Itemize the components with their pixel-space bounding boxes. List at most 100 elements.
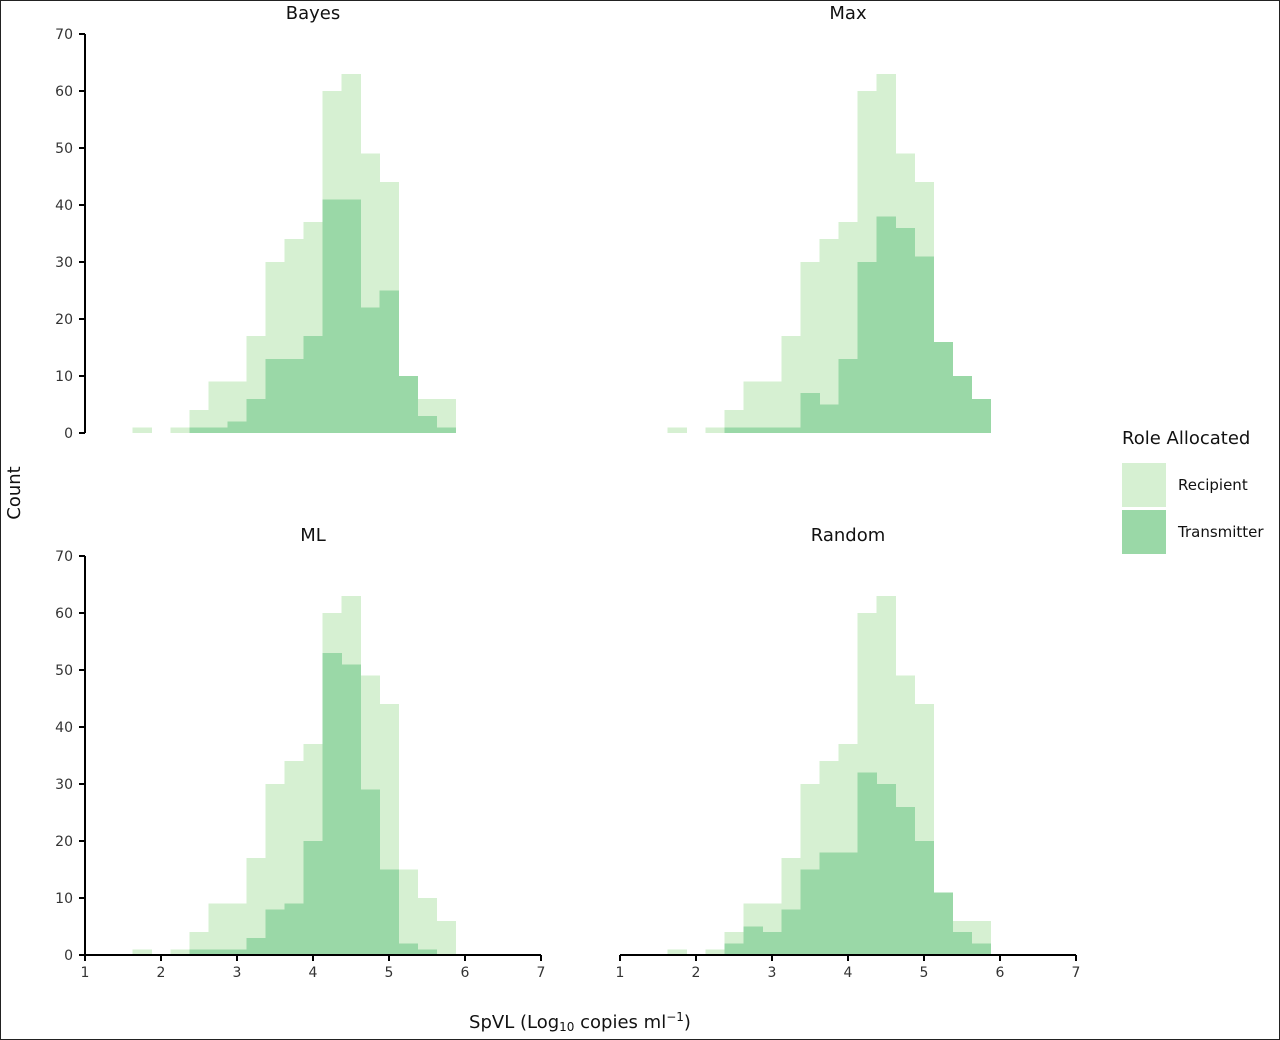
bar-max-transmitter-10 bbox=[857, 262, 877, 433]
y-tick-label-ml-10: 10 bbox=[55, 891, 73, 907]
bar-bayes-transmitter-10 bbox=[322, 199, 342, 433]
legend-key-transmitter bbox=[1122, 509, 1166, 554]
y-tick-label-bayes-0: 0 bbox=[64, 426, 73, 442]
bar-bayes-recipient-5 bbox=[227, 381, 247, 433]
bar-random-transmitter-16 bbox=[971, 943, 991, 955]
y-tick-label-bayes-10: 10 bbox=[55, 369, 73, 385]
bar-max-recipient-0 bbox=[667, 427, 687, 433]
x-tick-label-ml-1: 1 bbox=[81, 965, 90, 981]
bar-random-transmitter-14 bbox=[933, 892, 953, 955]
x-tick-label-ml-6: 6 bbox=[461, 965, 470, 981]
bar-bayes-recipient-16 bbox=[436, 398, 456, 433]
bar-random-transmitter-10 bbox=[857, 772, 877, 955]
bar-bayes-transmitter-8 bbox=[284, 358, 304, 433]
x-tick-label-random-5: 5 bbox=[920, 965, 929, 981]
y-axis-title: Count bbox=[4, 466, 25, 519]
bar-random-transmitter-15 bbox=[952, 932, 972, 955]
bar-max-transmitter-5 bbox=[762, 427, 782, 433]
bar-bayes-transmitter-9 bbox=[303, 336, 323, 433]
bar-max-recipient-8 bbox=[819, 239, 839, 433]
bar-max-transmitter-12 bbox=[895, 227, 915, 433]
bar-random-transmitter-3 bbox=[724, 943, 744, 955]
y-tick-label-ml-50: 50 bbox=[55, 663, 73, 679]
x-tick-label-random-3: 3 bbox=[768, 965, 777, 981]
bar-max-recipient-7 bbox=[800, 262, 820, 433]
bar-max-transmitter-11 bbox=[876, 216, 896, 433]
bar-bayes-transmitter-12 bbox=[360, 307, 380, 433]
bar-max-transmitter-8 bbox=[819, 404, 839, 433]
bar-bayes-recipient-4 bbox=[208, 381, 228, 433]
x-tick-label-random-6: 6 bbox=[996, 965, 1005, 981]
legend-title: Role Allocated bbox=[1122, 428, 1251, 449]
y-tick-label-bayes-40: 40 bbox=[55, 198, 73, 214]
bar-bayes-transmitter-16 bbox=[436, 427, 456, 433]
bar-max-transmitter-7 bbox=[800, 393, 820, 433]
legend-item-recipient: Recipient bbox=[1122, 461, 1278, 508]
bar-bayes-transmitter-4 bbox=[208, 427, 228, 433]
bar-ml-transmitter-14 bbox=[398, 943, 418, 955]
panel-title-bayes: Bayes bbox=[286, 3, 340, 24]
y-tick-label-bayes-30: 30 bbox=[55, 255, 73, 271]
bar-ml-transmitter-11 bbox=[341, 664, 361, 955]
panel-title-ml: ML bbox=[300, 525, 326, 546]
bar-bayes-transmitter-3 bbox=[189, 427, 209, 433]
bar-random-transmitter-7 bbox=[800, 869, 820, 955]
x-tick-label-ml-3: 3 bbox=[233, 965, 242, 981]
bar-bayes-transmitter-13 bbox=[379, 290, 399, 433]
bar-ml-transmitter-8 bbox=[284, 903, 304, 955]
bar-random-recipient-2 bbox=[705, 949, 725, 955]
bar-bayes-transmitter-15 bbox=[417, 415, 437, 433]
bar-ml-transmitter-7 bbox=[265, 909, 285, 955]
y-tick-label-ml-0: 0 bbox=[64, 948, 73, 964]
x-tick-label-ml-2: 2 bbox=[157, 965, 166, 981]
bar-random-transmitter-12 bbox=[895, 806, 915, 955]
bar-ml-transmitter-3 bbox=[189, 949, 209, 955]
legend-item-transmitter: Transmitter bbox=[1122, 508, 1278, 555]
bar-random-transmitter-4 bbox=[743, 926, 763, 955]
y-tick-label-bayes-70: 70 bbox=[55, 27, 73, 43]
bar-ml-transmitter-4 bbox=[208, 949, 228, 955]
legend: Role Allocated Recipient Transmitter bbox=[1122, 428, 1278, 555]
bar-max-recipient-2 bbox=[705, 427, 725, 433]
bar-ml-recipient-16 bbox=[436, 920, 456, 955]
bar-ml-transmitter-15 bbox=[417, 949, 437, 955]
bar-bayes-transmitter-14 bbox=[398, 376, 418, 433]
x-tick-label-random-4: 4 bbox=[844, 965, 853, 981]
bar-max-recipient-5 bbox=[762, 381, 782, 433]
bar-ml-transmitter-13 bbox=[379, 869, 399, 955]
bar-max-transmitter-14 bbox=[933, 341, 953, 433]
bar-max-transmitter-15 bbox=[952, 376, 972, 433]
bar-bayes-transmitter-7 bbox=[265, 358, 285, 433]
bar-ml-transmitter-5 bbox=[227, 949, 247, 955]
bar-random-transmitter-9 bbox=[838, 852, 858, 955]
bar-ml-recipient-2 bbox=[170, 949, 190, 955]
x-tick-label-ml-4: 4 bbox=[309, 965, 318, 981]
bar-ml-transmitter-9 bbox=[303, 841, 323, 955]
bar-max-transmitter-3 bbox=[724, 427, 744, 433]
bar-random-transmitter-5 bbox=[762, 932, 782, 955]
y-tick-label-ml-20: 20 bbox=[55, 834, 73, 850]
bar-max-recipient-6 bbox=[781, 336, 801, 433]
bar-max-transmitter-6 bbox=[781, 427, 801, 433]
legend-label-transmitter: Transmitter bbox=[1178, 522, 1264, 541]
bar-max-transmitter-16 bbox=[971, 398, 991, 433]
bar-ml-transmitter-6 bbox=[246, 937, 266, 955]
x-tick-label-ml-5: 5 bbox=[385, 965, 394, 981]
x-tick-label-random-7: 7 bbox=[1072, 965, 1081, 981]
y-tick-label-ml-70: 70 bbox=[55, 549, 73, 565]
x-tick-label-random-1: 1 bbox=[616, 965, 625, 981]
bar-bayes-recipient-2 bbox=[170, 427, 190, 433]
bar-bayes-transmitter-5 bbox=[227, 421, 247, 433]
x-tick-label-ml-7: 7 bbox=[537, 965, 546, 981]
bar-ml-transmitter-12 bbox=[360, 789, 380, 955]
y-tick-label-ml-60: 60 bbox=[55, 606, 73, 622]
bar-random-recipient-0 bbox=[667, 949, 687, 955]
bar-random-transmitter-11 bbox=[876, 784, 896, 955]
y-tick-label-bayes-60: 60 bbox=[55, 84, 73, 100]
bar-max-transmitter-4 bbox=[743, 427, 763, 433]
y-tick-label-bayes-50: 50 bbox=[55, 141, 73, 157]
bar-ml-recipient-4 bbox=[208, 903, 228, 955]
y-tick-label-bayes-20: 20 bbox=[55, 312, 73, 328]
bar-bayes-recipient-0 bbox=[132, 427, 152, 433]
